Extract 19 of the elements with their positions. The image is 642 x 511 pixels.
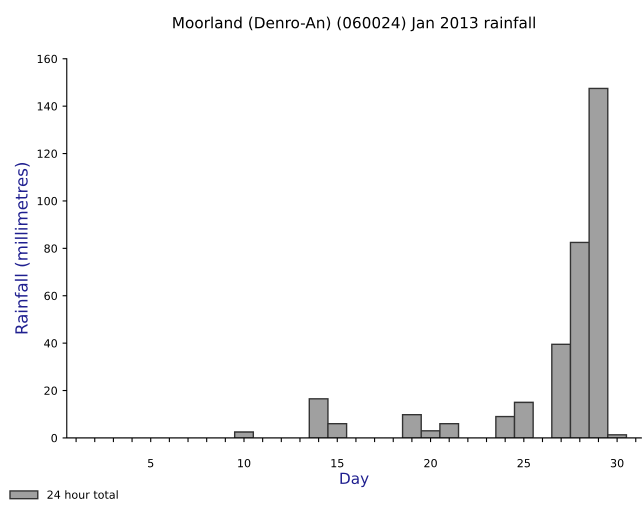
x-tick-label: 10: [238, 458, 250, 468]
y-tick-label: 0: [51, 434, 57, 442]
x-axis-title: Day: [340, 472, 369, 488]
y-tick-label: 60: [44, 292, 57, 300]
y-tick-label: 80: [44, 244, 57, 253]
chart-title: Moorland (Denro-An) (060024) Jan 2013 rainfall: [173, 16, 535, 32]
y-tick-label: 20: [44, 386, 57, 395]
x-tick-label: 25: [518, 458, 530, 468]
y-axis-title: Rainfall (millimetres): [14, 163, 30, 334]
x-tick-label: 20: [424, 458, 437, 468]
y-tick-label: 100: [38, 196, 57, 206]
x-tick-label: 15: [331, 459, 344, 468]
legend-label: 24 hour total: [47, 490, 118, 499]
y-tick-label: 120: [38, 150, 57, 158]
y-tick-label: 40: [44, 339, 57, 348]
y-tick-label: 160: [38, 54, 57, 64]
y-tick-label: 140: [38, 102, 57, 111]
x-tick-label: 30: [610, 458, 624, 468]
x-tick-label: 5: [148, 459, 154, 468]
